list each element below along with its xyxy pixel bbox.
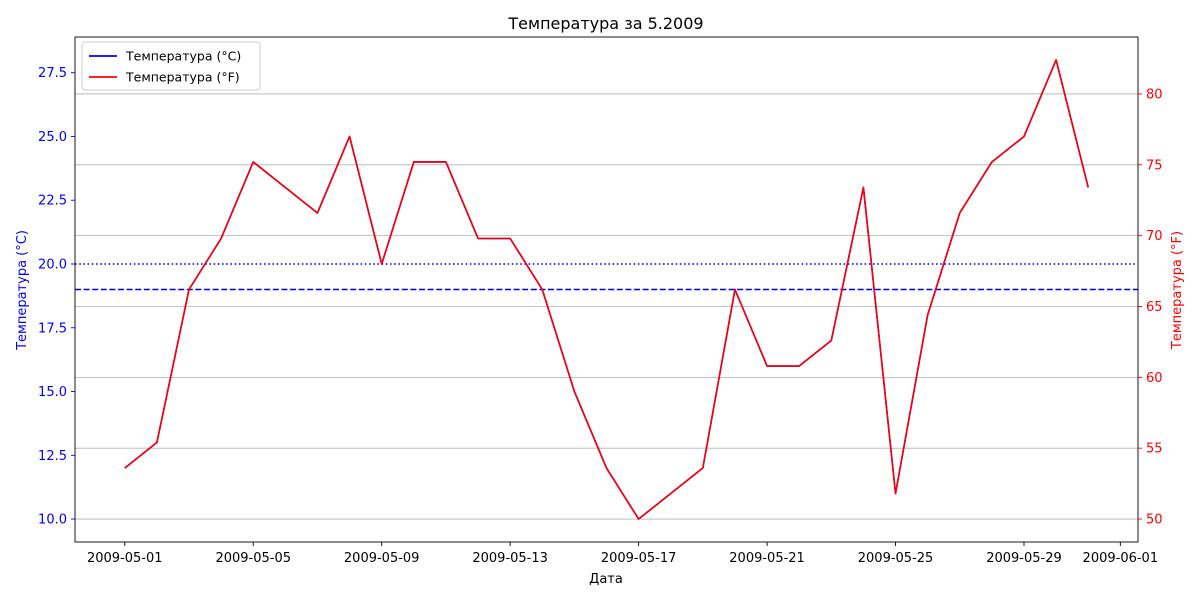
y-right-tick-label: 60	[1146, 371, 1163, 386]
series-lines	[124, 59, 1089, 520]
x-axis-label: Дата	[589, 572, 623, 587]
y-left-tick-label: 22.5	[38, 194, 67, 209]
y-left-tick-label: 27.5	[38, 66, 67, 81]
x-tick-label: 2009-05-17	[601, 551, 677, 566]
y-right-tick-label: 80	[1146, 87, 1163, 102]
x-tick-label: 2009-05-05	[215, 551, 291, 566]
x-tick-label: 2009-05-25	[858, 551, 934, 566]
axes: 2009-05-01 2009-05-05 2009-05-09 2009-05-13…	[38, 36, 1163, 566]
x-tick-label: 2009-05-01	[87, 551, 163, 566]
x-tick-label: 2009-05-29	[986, 551, 1062, 566]
y-left-tick-label: 12.5	[38, 449, 67, 464]
y-right-tick-label: 55	[1146, 442, 1163, 457]
y-right-tick-label: 50	[1146, 513, 1163, 528]
reference-lines	[75, 263, 1138, 291]
legend-label-fahrenheit: Температура (°F)	[125, 70, 240, 85]
y-right-tick-label: 75	[1146, 158, 1163, 173]
y-left-tick-label: 17.5	[38, 321, 67, 336]
y-right-tick-label: 70	[1146, 229, 1163, 244]
x-tick-label: 2009-06-01	[1083, 551, 1159, 566]
plot-frame	[74, 36, 1139, 543]
x-tick-label: 2009-05-21	[729, 551, 805, 566]
legend-frame	[81, 41, 261, 91]
legend-label-celsius: Температура (°C)	[125, 49, 241, 64]
y-left-tick-label: 20.0	[38, 257, 67, 272]
y-left-tick-label: 10.0	[38, 513, 67, 528]
grid	[75, 93, 1138, 520]
y-axis-label-left: Температура (°C)	[15, 230, 30, 351]
y-left-tick-label: 25.0	[38, 130, 67, 145]
y-axis-label-right: Температура (°F)	[1170, 231, 1185, 350]
legend: Температура (°C) Температура (°F)	[81, 41, 261, 91]
y-left-tick-label: 15.0	[38, 385, 67, 400]
x-tick-label: 2009-05-13	[472, 551, 548, 566]
chart-title: Температура за 5.2009	[507, 14, 703, 33]
series-line-fahrenheit	[124, 59, 1089, 520]
x-tick-label: 2009-05-09	[344, 551, 420, 566]
y-right-tick-label: 65	[1146, 300, 1163, 315]
